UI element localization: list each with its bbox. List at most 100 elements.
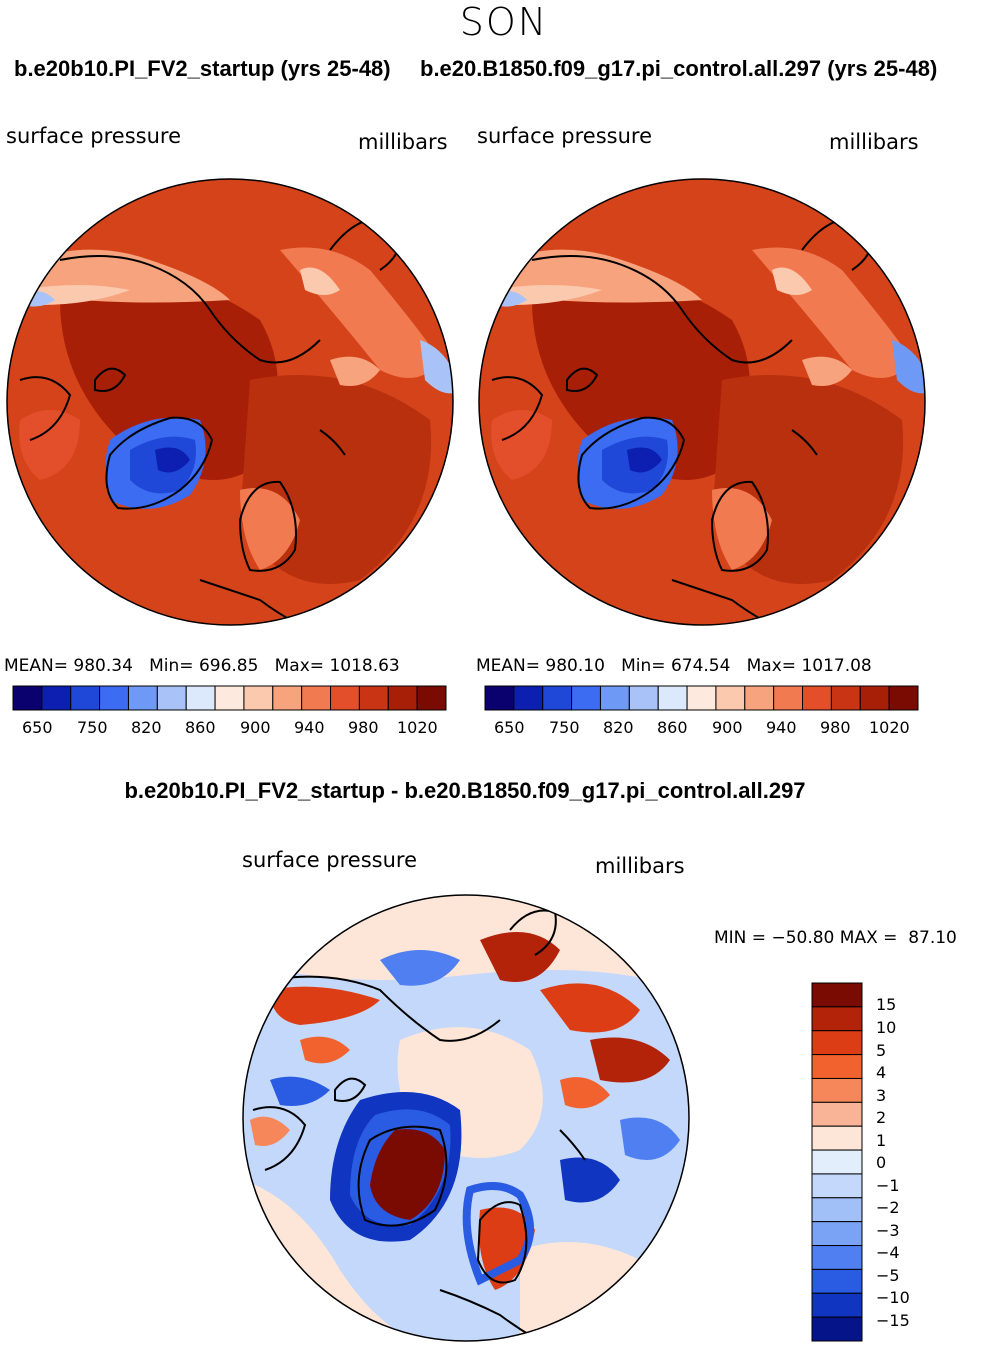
colorbar-swatch [243,685,274,711]
colorbar-swatch [744,685,775,711]
panel-left-colorbar [12,685,447,711]
panel-left-tick-label: 750 [77,718,108,737]
panel-right-tick-label: 750 [549,718,580,737]
colorbar-swatch [12,685,43,711]
colorbar-swatch [811,1030,863,1056]
colorbar-swatch [330,685,360,711]
difference-tick-label: −1 [876,1176,900,1195]
colorbar-swatch [811,1149,863,1175]
difference-title: b.e20b10.PI_FV2_startup - b.e20.B1850.f0… [124,778,806,803]
colorbar-swatch [811,1245,863,1270]
panel-right-tick-label: 1020 [869,718,910,737]
colorbar-swatch [416,685,447,711]
colorbar-swatch [542,685,573,711]
panel-right-min-label: Min= [621,656,666,676]
panel-right-units: millibars [829,130,919,154]
difference-max-value: 87.10 [908,928,957,948]
difference-tick-label: 2 [876,1108,887,1127]
colorbar-swatch [773,685,804,711]
panel-right-min-value: 674.54 [670,656,731,676]
difference-tick-label: 15 [876,995,897,1014]
panel-right-colorbar [484,685,919,711]
panel-left-case-title: b.e20b10.PI_FV2_startup (yrs 25-48) [14,56,391,81]
panel-left-tick-label: 820 [131,718,162,737]
panel-left-tick-label: 860 [185,718,216,737]
panel-left-max-value: 1018.63 [329,656,400,676]
season-title: SON [459,0,549,44]
colorbar-swatch [484,685,515,711]
difference-min-value: −50.80 [771,928,835,948]
difference-tick-label: −3 [876,1221,900,1240]
difference-min-label: MIN = [714,928,767,948]
colorbar-swatch [811,1006,863,1032]
panel-right-mean-label: MEAN= [476,656,540,676]
difference-tick-label: 10 [876,1018,897,1037]
difference-max-label: MAX = [839,928,898,948]
panel-left-max-label: Max= [274,656,325,676]
panel-left-tick-label: 980 [348,718,379,737]
colorbar-swatch [811,1077,863,1103]
panel-right-tick-label: 940 [766,718,797,737]
colorbar-swatch [811,1101,863,1127]
panel-right-tick-label: 980 [820,718,851,737]
colorbar-swatch [811,1292,863,1318]
colorbar-swatch [811,1173,863,1199]
colorbar-swatch [358,685,389,711]
difference-tick-label: 5 [876,1041,887,1060]
panel-right-tick-label: 900 [712,718,743,737]
panel-left-tick-label: 1020 [397,718,438,737]
difference-tick-label: 4 [876,1063,887,1082]
difference-variable: surface pressure [242,848,417,872]
colorbar-swatch [686,685,717,711]
panel-right-tick-label: 650 [494,718,525,737]
colorbar-swatch [156,685,187,711]
panel-right-max-label: Max= [746,656,797,676]
panel-right-variable: surface pressure [477,124,652,148]
colorbar-swatch [185,685,216,711]
colorbar-swatch [41,685,72,711]
colorbar-swatch [859,685,890,711]
panel-left-min-value: 696.85 [198,656,259,676]
difference-tick-label: 3 [876,1086,887,1105]
difference-units: millibars [595,854,685,878]
colorbar-swatch [888,685,919,711]
panel-left-tick-label: 940 [294,718,325,737]
colorbar-swatch [811,1316,863,1342]
difference-colorbar [811,982,863,1342]
colorbar-swatch [811,1197,863,1223]
colorbar-swatch [301,685,332,711]
colorbar-swatch [599,685,630,711]
panel-left-mean-label: MEAN= [4,656,68,676]
colorbar-swatch [657,685,688,711]
colorbar-swatch [387,685,418,711]
difference-tick-label: 1 [876,1131,887,1150]
panel-left-mean-value: 980.34 [73,656,133,676]
panel-right-tick-label: 820 [603,718,634,737]
difference-tick-label: −2 [876,1198,900,1217]
difference-tick-label: 0 [876,1153,887,1172]
colorbar-swatch [513,685,544,711]
colorbar-swatch [272,685,303,711]
colorbar-swatch [811,982,863,1008]
colorbar-swatch [70,685,101,711]
panel-right-mean-value: 980.10 [545,656,605,676]
colorbar-swatch [628,685,659,711]
panel-right-tick-label: 860 [657,718,688,737]
panel-left-map [6,178,454,626]
colorbar-swatch [214,685,245,711]
colorbar-swatch [811,1054,863,1079]
panel-left-stats: MEAN= 980.34 Min= 696.85 Max= 1018.63 [4,656,400,676]
colorbar-swatch [811,1221,863,1247]
difference-tick-label: −4 [876,1243,900,1262]
colorbar-swatch [811,1125,863,1151]
panel-right-map [478,178,926,626]
difference-tick-label: −5 [876,1266,900,1285]
panel-left-tick-label: 650 [22,718,53,737]
colorbar-swatch [715,685,746,711]
panel-left-units: millibars [358,130,448,154]
colorbar-swatch [802,685,832,711]
colorbar-swatch [99,685,129,711]
panel-right-max-value: 1017.08 [801,656,872,676]
colorbar-swatch [571,685,601,711]
